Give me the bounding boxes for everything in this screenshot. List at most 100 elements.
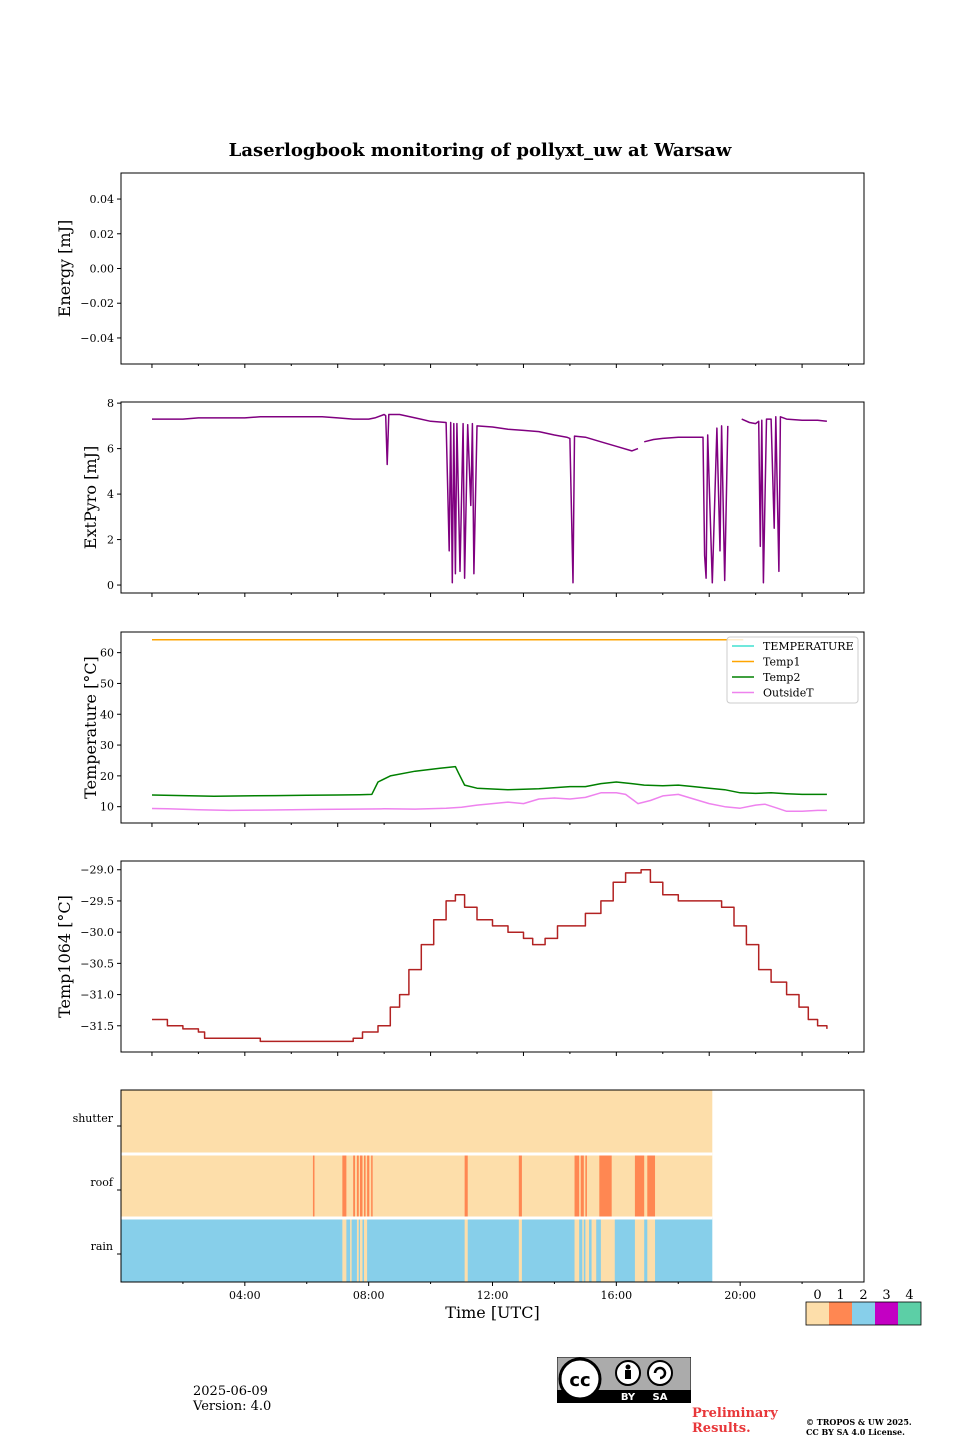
preliminary-label: Preliminary Results. bbox=[692, 1406, 778, 1436]
colorbar-tick-label: 3 bbox=[882, 1288, 890, 1303]
status-flag-roof bbox=[312, 1154, 315, 1218]
status-flag-rain bbox=[585, 1218, 590, 1282]
y-tick-label: −30.0 bbox=[80, 926, 114, 939]
y-tick-label: 0.04 bbox=[90, 193, 115, 206]
status-row-shutter bbox=[121, 1090, 713, 1154]
x-tick-label: 04:00 bbox=[229, 1289, 261, 1302]
status-flag-roof bbox=[580, 1154, 584, 1218]
y-axis-label: Temp1064 [°C] bbox=[55, 895, 74, 1018]
status-flag-rain bbox=[518, 1218, 522, 1282]
y-tick-label: 50 bbox=[100, 677, 114, 690]
y-tick-label: −31.0 bbox=[80, 989, 114, 1002]
colorbar-cell bbox=[898, 1302, 921, 1325]
colorbar-cell bbox=[875, 1302, 898, 1325]
status-flag-rain bbox=[647, 1218, 656, 1282]
x-axis-label: Time [UTC] bbox=[445, 1303, 539, 1322]
series-outsidet bbox=[151, 792, 827, 813]
extpyro-line bbox=[741, 416, 827, 584]
y-tick-label: −29.0 bbox=[80, 864, 114, 877]
x-tick-label: 08:00 bbox=[353, 1289, 385, 1302]
y-tick-label: 0.00 bbox=[90, 263, 115, 276]
copyright-line-1: © TROPOS & UW 2025. bbox=[806, 1417, 912, 1427]
colorbar-frame bbox=[805, 1301, 922, 1326]
panel-4: shutter roof rain 04:00 08:00 12:00 16:00 20:00… bbox=[73, 1089, 922, 1326]
cc-sa-text: SA bbox=[653, 1392, 668, 1403]
colorbar-cell bbox=[852, 1302, 875, 1325]
axes-frame bbox=[120, 631, 865, 824]
y-tick-label: −30.5 bbox=[80, 957, 114, 970]
status-flag-rain bbox=[574, 1218, 580, 1282]
colorbar-tick-label: 4 bbox=[905, 1288, 913, 1303]
status-flag-roof bbox=[356, 1154, 359, 1218]
extpyro-line bbox=[644, 425, 729, 584]
extpyro-line bbox=[152, 413, 639, 584]
status-flag-roof bbox=[585, 1154, 587, 1218]
y-tick-label: 6 bbox=[107, 443, 114, 456]
y-tick-label: 4 bbox=[107, 488, 114, 501]
legend: TEMPERATURE Temp1 Temp2 OutsideT bbox=[726, 636, 859, 704]
legend-box bbox=[726, 636, 859, 704]
cc-by-sa-logo: cc BY SA bbox=[557, 1357, 691, 1403]
status-flag-roof bbox=[599, 1154, 612, 1218]
axes-frame bbox=[120, 860, 865, 1053]
panel-1: 0 2 4 6 8 ExtPyro [mJ] bbox=[81, 397, 865, 597]
status-flag-roof bbox=[574, 1154, 580, 1218]
status-flag-rain bbox=[582, 1218, 584, 1282]
y-tick-label: 0 bbox=[107, 579, 114, 592]
date-label: 2025-06-09 bbox=[193, 1384, 268, 1399]
colorbar-tick-label: 0 bbox=[813, 1288, 821, 1303]
status-flag-rain bbox=[634, 1218, 645, 1282]
status-flag-roof bbox=[367, 1154, 370, 1218]
y-tick-label: −29.5 bbox=[80, 895, 114, 908]
y-tick-label: −31.5 bbox=[80, 1020, 114, 1033]
y-tick-label: 8 bbox=[107, 397, 114, 410]
copyright-line-2: CC BY SA 4.0 License. bbox=[806, 1427, 905, 1437]
status-flag-roof bbox=[342, 1154, 347, 1218]
y-tick-label: −0.02 bbox=[80, 297, 114, 310]
colorbar-tick-label: 1 bbox=[836, 1288, 844, 1303]
cc-by-text: BY bbox=[621, 1392, 636, 1403]
status-flag-rain bbox=[359, 1218, 363, 1282]
colorbar-cell bbox=[829, 1302, 852, 1325]
status-flag-roof bbox=[518, 1154, 522, 1218]
axes-frame bbox=[120, 401, 865, 594]
status-flag-rain bbox=[356, 1218, 359, 1282]
y-tick-label: 0.02 bbox=[90, 228, 115, 241]
status-flag-rain bbox=[364, 1218, 368, 1282]
legend-label: Temp2 bbox=[763, 671, 800, 684]
y-axis-label: Energy [mJ] bbox=[55, 220, 74, 318]
colorbar-cell bbox=[806, 1302, 829, 1325]
y-tick-label: 2 bbox=[107, 534, 114, 547]
status-flag-rain bbox=[600, 1218, 615, 1282]
temp1064-line bbox=[152, 868, 828, 1043]
y-tick-label: 10 bbox=[100, 801, 114, 814]
date-version-box: 2025-06-09 Version: 4.0 bbox=[193, 1384, 271, 1414]
status-flag-roof bbox=[353, 1154, 356, 1218]
y-axis-label: Temperature [°C] bbox=[81, 656, 100, 799]
x-tick-label: 12:00 bbox=[477, 1289, 509, 1302]
status-row-rain bbox=[121, 1218, 713, 1282]
preliminary-line-1: Preliminary bbox=[692, 1406, 778, 1421]
panel-3: −29.0 −29.5 −30.0 −30.5 −31.0 −31.5 Temp1064 [… bbox=[55, 860, 865, 1056]
preliminary-line-2: Results. bbox=[692, 1421, 751, 1436]
legend-label: OutsideT bbox=[763, 687, 814, 700]
status-row-roof bbox=[121, 1154, 713, 1218]
copyright-label: © TROPOS & UW 2025. CC BY SA 4.0 License… bbox=[806, 1417, 912, 1437]
status-flag-rain bbox=[591, 1218, 597, 1282]
status-flag-rain bbox=[350, 1218, 352, 1282]
x-tick-label: 16:00 bbox=[600, 1289, 632, 1302]
status-flag-rain bbox=[342, 1218, 347, 1282]
axes-frame bbox=[120, 172, 865, 365]
status-flag-roof bbox=[634, 1154, 645, 1218]
version-label: Version: 4.0 bbox=[193, 1399, 272, 1414]
row-label: roof bbox=[90, 1176, 114, 1189]
y-axis-label: ExtPyro [mJ] bbox=[81, 446, 100, 549]
status-flag-roof bbox=[359, 1154, 363, 1218]
status-flag-rain bbox=[464, 1218, 468, 1282]
legend-label: TEMPERATURE bbox=[763, 640, 854, 653]
y-tick-label: 30 bbox=[100, 739, 114, 752]
panel-0: 0.04 0.02 0.00 −0.02 −0.04 Energy [mJ] bbox=[55, 172, 865, 368]
status-flag-roof bbox=[371, 1154, 373, 1218]
